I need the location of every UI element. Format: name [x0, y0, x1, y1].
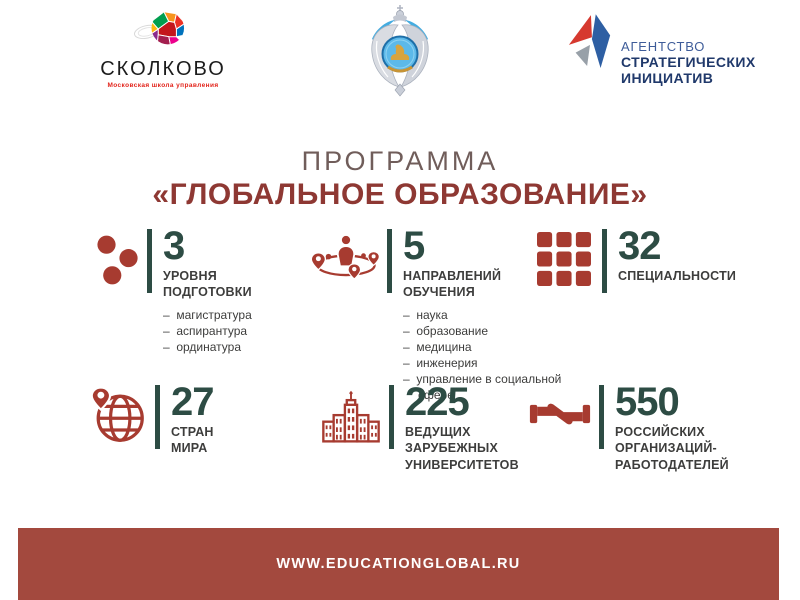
stat-label: СПЕЦИАЛЬНОСТИ — [618, 269, 737, 283]
website-url: WWW.EDUCATIONGLOBAL.RU — [276, 556, 521, 572]
stat-levels: 3 УРОВНЯ ПОДГОТОВКИ магистратура аспиран… — [95, 224, 252, 356]
skolkovo-sphere-icon — [131, 11, 195, 56]
stat-number: 3 — [163, 224, 185, 268]
list-item: образование — [403, 323, 565, 339]
list-item: магистратура — [163, 307, 251, 323]
stat-label: СТРАН МИРА — [171, 425, 214, 456]
asi-name-line3: ИНИЦИАТИВ — [621, 70, 714, 87]
program-title: ПРОГРАММА — [301, 146, 499, 176]
stat-universities: 225 ВЕДУЩИХ ЗАРУБЕЖНЫХ УНИВЕРСИТЕТОВ — [320, 380, 519, 473]
stat-divider-bar — [602, 229, 607, 293]
people-location-icon — [310, 232, 382, 284]
asi-arrow-icon — [566, 12, 614, 79]
list-item: аспирантура — [163, 323, 252, 339]
stat-divider-bar — [147, 229, 152, 293]
stat-items: наука образование медицина инженерия упр… — [403, 307, 565, 404]
skolkovo-wordmark: СКОЛКОВО — [100, 58, 226, 80]
asi-name-line2: СТРАТЕГИЧЕСКИХ — [621, 54, 756, 70]
stat-number: 550 — [615, 380, 680, 424]
skolkovo-logo: СКОЛКОВО Московская школа управления — [88, 8, 238, 89]
stat-specialties: 32 СПЕЦИАЛЬНОСТИ — [534, 224, 737, 293]
stat-label: ВЕДУЩИХ ЗАРУБЕЖНЫХ УНИВЕРСИТЕТОВ — [405, 425, 519, 472]
stat-label: УРОВНЯ ПОДГОТОВКИ — [163, 269, 252, 300]
skolkovo-tagline: Московская школа управления — [107, 82, 219, 89]
dots-icon — [95, 233, 141, 287]
stat-countries: 27 СТРАН МИРА — [86, 380, 214, 457]
stat-divider-bar — [389, 385, 394, 449]
stat-number: 32 — [618, 224, 662, 268]
list-item: медицина — [403, 339, 565, 355]
asi-name-line1: АГЕНТСТВО — [621, 39, 706, 54]
stat-label: НАПРАВЛЕНИЙ ОБУЧЕНИЯ — [403, 269, 502, 300]
stat-employers: 550 РОССИЙСКИХ ОРГАНИЗАЦИЙ- РАБОТОДАТЕЛЕ… — [528, 380, 729, 473]
stat-number: 225 — [405, 380, 470, 424]
grid-squares-icon — [534, 232, 594, 286]
university-building-icon — [320, 389, 382, 445]
stat-divider-bar — [387, 229, 392, 293]
program-name-title: «ГЛОБАЛЬНОЕ ОБРАЗОВАНИЕ» — [152, 178, 648, 211]
handshake-icon — [528, 394, 592, 434]
ministry-crest-icon — [362, 5, 438, 97]
list-item: управление в социальной сфере — [403, 371, 565, 403]
footer-bar: WWW.EDUCATIONGLOBAL.RU — [18, 528, 779, 600]
stat-number: 27 — [171, 380, 214, 424]
stat-divider-bar — [599, 385, 604, 449]
stat-number: 5 — [403, 224, 425, 268]
stat-fields: 5 НАПРАВЛЕНИЙ ОБУЧЕНИЯ наука образование… — [310, 224, 565, 404]
stat-divider-bar — [155, 385, 160, 449]
globe-pin-icon — [86, 386, 148, 444]
list-item: ординатура — [163, 339, 252, 355]
list-item: наука — [403, 307, 565, 323]
stat-label: РОССИЙСКИХ ОРГАНИЗАЦИЙ- РАБОТОДАТЕЛЕЙ — [615, 425, 729, 472]
stat-items: магистратура аспирантура ординатура — [163, 307, 252, 356]
list-item: инженерия — [403, 355, 565, 371]
asi-logo: АГЕНТСТВО СТРАТЕГИЧЕСКИХ ИНИЦИАТИВ — [566, 12, 756, 86]
